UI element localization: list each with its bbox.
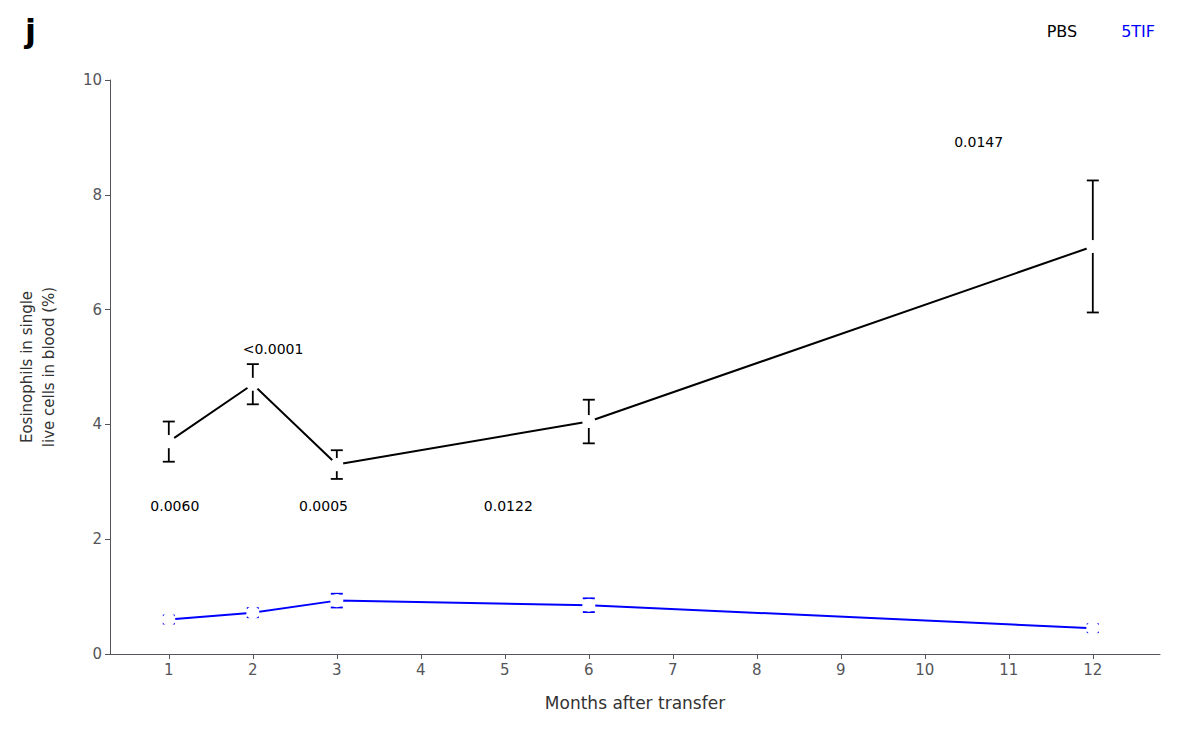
svg-text:0: 0 [92,645,102,663]
svg-text:8: 8 [752,661,762,679]
svg-text:<0.0001: <0.0001 [243,341,304,357]
svg-text:12: 12 [1083,661,1102,679]
svg-text:11: 11 [999,661,1018,679]
svg-text:0.0147: 0.0147 [954,134,1003,150]
svg-text:7: 7 [668,661,678,679]
svg-text:Eosinophils in single: Eosinophils in single [18,291,36,443]
svg-text:10: 10 [83,71,102,89]
svg-text:Months after transfer: Months after transfer [545,693,725,713]
svg-text:2: 2 [248,661,258,679]
svg-text:2: 2 [92,530,102,548]
svg-text:PBS: PBS [1047,22,1078,41]
svg-text:4: 4 [416,661,426,679]
svg-text:9: 9 [836,661,846,679]
svg-text:6: 6 [584,661,594,679]
svg-text:1: 1 [164,661,174,679]
svg-text:6: 6 [92,301,102,319]
svg-text:0.0060: 0.0060 [150,498,199,514]
svg-text:10: 10 [915,661,934,679]
svg-text:4: 4 [92,415,102,433]
svg-text:8: 8 [92,186,102,204]
svg-text:live cells in blood (%): live cells in blood (%) [40,287,58,447]
svg-text:0.0005: 0.0005 [299,498,348,514]
svg-text:5TIF: 5TIF [1121,22,1155,41]
svg-text:3: 3 [332,661,342,679]
svg-text:j: j [23,12,36,50]
svg-text:0.0122: 0.0122 [484,498,533,514]
svg-text:5: 5 [500,661,510,679]
